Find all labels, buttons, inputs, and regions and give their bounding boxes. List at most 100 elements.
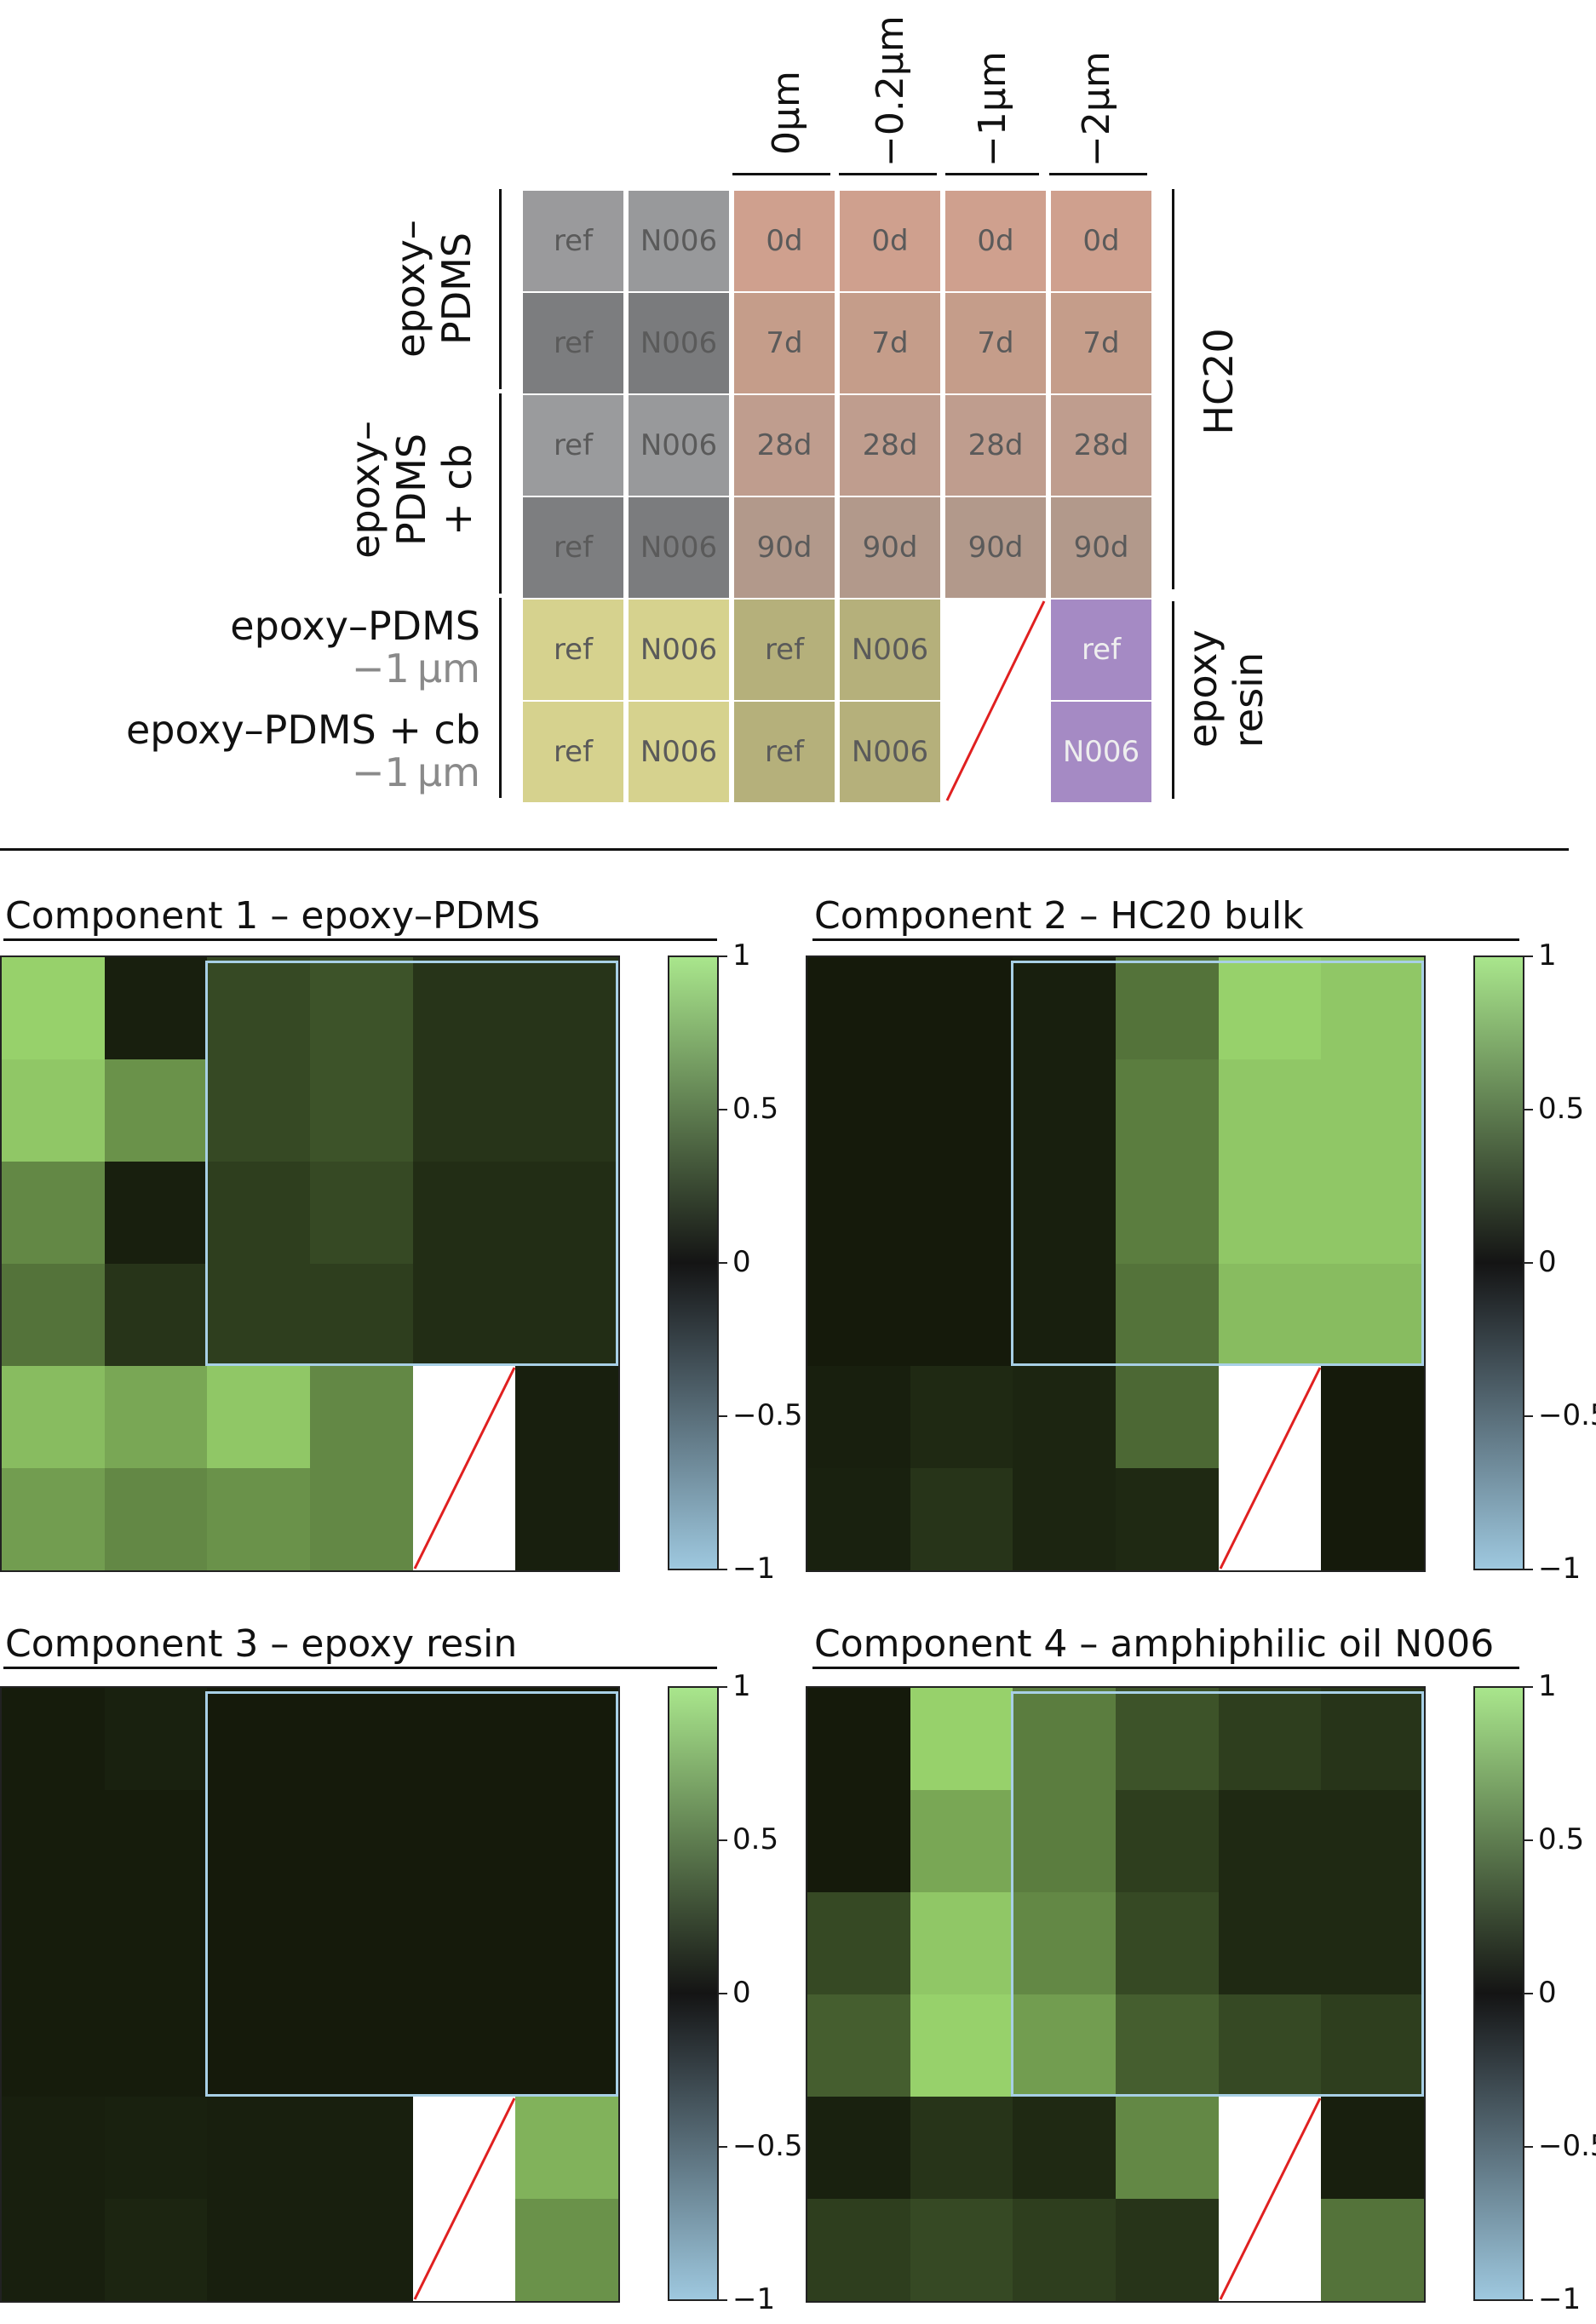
cell-ref: ref [734,600,835,700]
map-tile [2,1892,105,1994]
map-tile [807,1059,910,1162]
map-tile [1218,1994,1322,2097]
component-score-map [806,1686,1426,2303]
hc20-region-outline [205,961,618,1366]
colorbar-tick [1523,1415,1533,1417]
section-divider [0,848,1569,851]
cell-ref: ref [523,395,623,496]
map-tile [1321,1162,1424,1264]
map-tile [310,1892,413,1994]
map-tile [310,1162,413,1264]
colorbar-tick [717,1839,727,1841]
map-tile [2,957,105,1059]
map-tile [2,1264,105,1366]
colorbar-tick [717,1993,727,1994]
map-tile [1321,2097,1424,2199]
cell-ref: ref [523,191,623,291]
map-tile [1218,1688,1322,1790]
map-tile [310,1264,413,1366]
map-tile [1218,1059,1322,1162]
map-tile [515,2199,618,2301]
map-tile [807,957,910,1059]
empty-tile-diagonal [1219,2097,1322,2300]
map-tile [1321,1468,1424,1570]
colorbar-tick [717,1109,727,1110]
colorbar-tick-label: −1 [732,1552,776,1586]
map-tile [412,1264,516,1366]
colorbar-tick-label: 0.5 [732,1092,779,1126]
cell-time: 28d [734,395,835,496]
group-bracket-left [499,393,502,594]
colorbar-tick [717,1262,727,1264]
map-tile [1116,957,1219,1059]
map-tile [515,1468,618,1570]
map-tile [207,1468,311,1570]
map-tile [1013,1892,1117,1994]
map-tile [104,957,208,1059]
map-tile [104,1468,208,1570]
map-tile [1013,957,1117,1059]
cell-time: 7d [840,293,940,393]
colorbar-tick [1523,1686,1533,1688]
map-tile [1116,1366,1219,1468]
colorbar-tick-label: 0.5 [732,1822,779,1856]
map-tile [412,2097,516,2199]
colorbar-tick [1523,2299,1533,2301]
map-tile [515,1688,618,1790]
map-tile [910,2097,1013,2199]
cell-time: 0d [945,191,1046,291]
colorbar-tick-label: −0.5 [1538,2129,1596,2163]
colorbar-tick-label: 1 [1538,938,1557,973]
map-tile [1218,1892,1322,1994]
cell-n006: N006 [629,497,729,598]
colorbar-tick-label: −1 [1538,1552,1582,1586]
colorbar-tick [717,2146,727,2148]
map-tile [1116,1468,1219,1570]
map-tile [910,1892,1013,1994]
map-tile [207,1994,311,2097]
colorbar-tick-label: −1 [732,2282,776,2316]
cell-ref: ref [523,293,623,393]
map-tile [104,2097,208,2199]
empty-cell-diagonal [945,600,1046,801]
group-bracket-right [1172,601,1174,799]
map-tile [515,1790,618,1892]
cell-n006: N006 [840,600,940,700]
cell-n006: N006 [1051,702,1151,802]
cell-ref: ref [523,600,623,700]
map-tile [2,1468,105,1570]
map-tile [2,1790,105,1892]
colorbar-tick-label: −0.5 [732,2129,803,2163]
map-tile [1321,1892,1424,1994]
row-group-epoxy-pdms: epoxy– PDMS [388,220,479,358]
col-header-0um: 0µm [765,71,808,155]
cell-time: 90d [1051,497,1151,598]
map-tile [910,2199,1013,2301]
component-title: Component 1 – epoxy–PDMS [5,894,541,938]
map-tile [104,1994,208,2097]
map-tile [310,1468,413,1570]
map-tile [515,1162,618,1264]
component-title-underline [812,938,1519,941]
map-tile [1116,1688,1219,1790]
map-tile [104,1264,208,1366]
map-tile [310,1994,413,2097]
component-score-map [0,1686,620,2303]
colorbar-tick [1523,1993,1533,1994]
colorbar-tick-label: −1 [1538,2282,1582,2316]
colorbar-tick-label: 0 [732,1245,751,1279]
cell-time: 7d [1051,293,1151,393]
map-tile [515,1059,618,1162]
map-tile [1116,1264,1219,1366]
map-tile [1218,1162,1322,1264]
row-label-epoxy-pdms: epoxy–PDMS −1 µm [230,603,480,691]
map-tile [104,1162,208,1264]
map-tile [807,2097,910,2199]
map-tile [807,1892,910,1994]
map-tile [807,1264,910,1366]
component-title: Component 3 – epoxy resin [5,1622,518,1666]
cell-time: 90d [734,497,835,598]
cell-n006: N006 [629,702,729,802]
map-tile [1218,957,1322,1059]
map-tile [1218,1264,1322,1366]
